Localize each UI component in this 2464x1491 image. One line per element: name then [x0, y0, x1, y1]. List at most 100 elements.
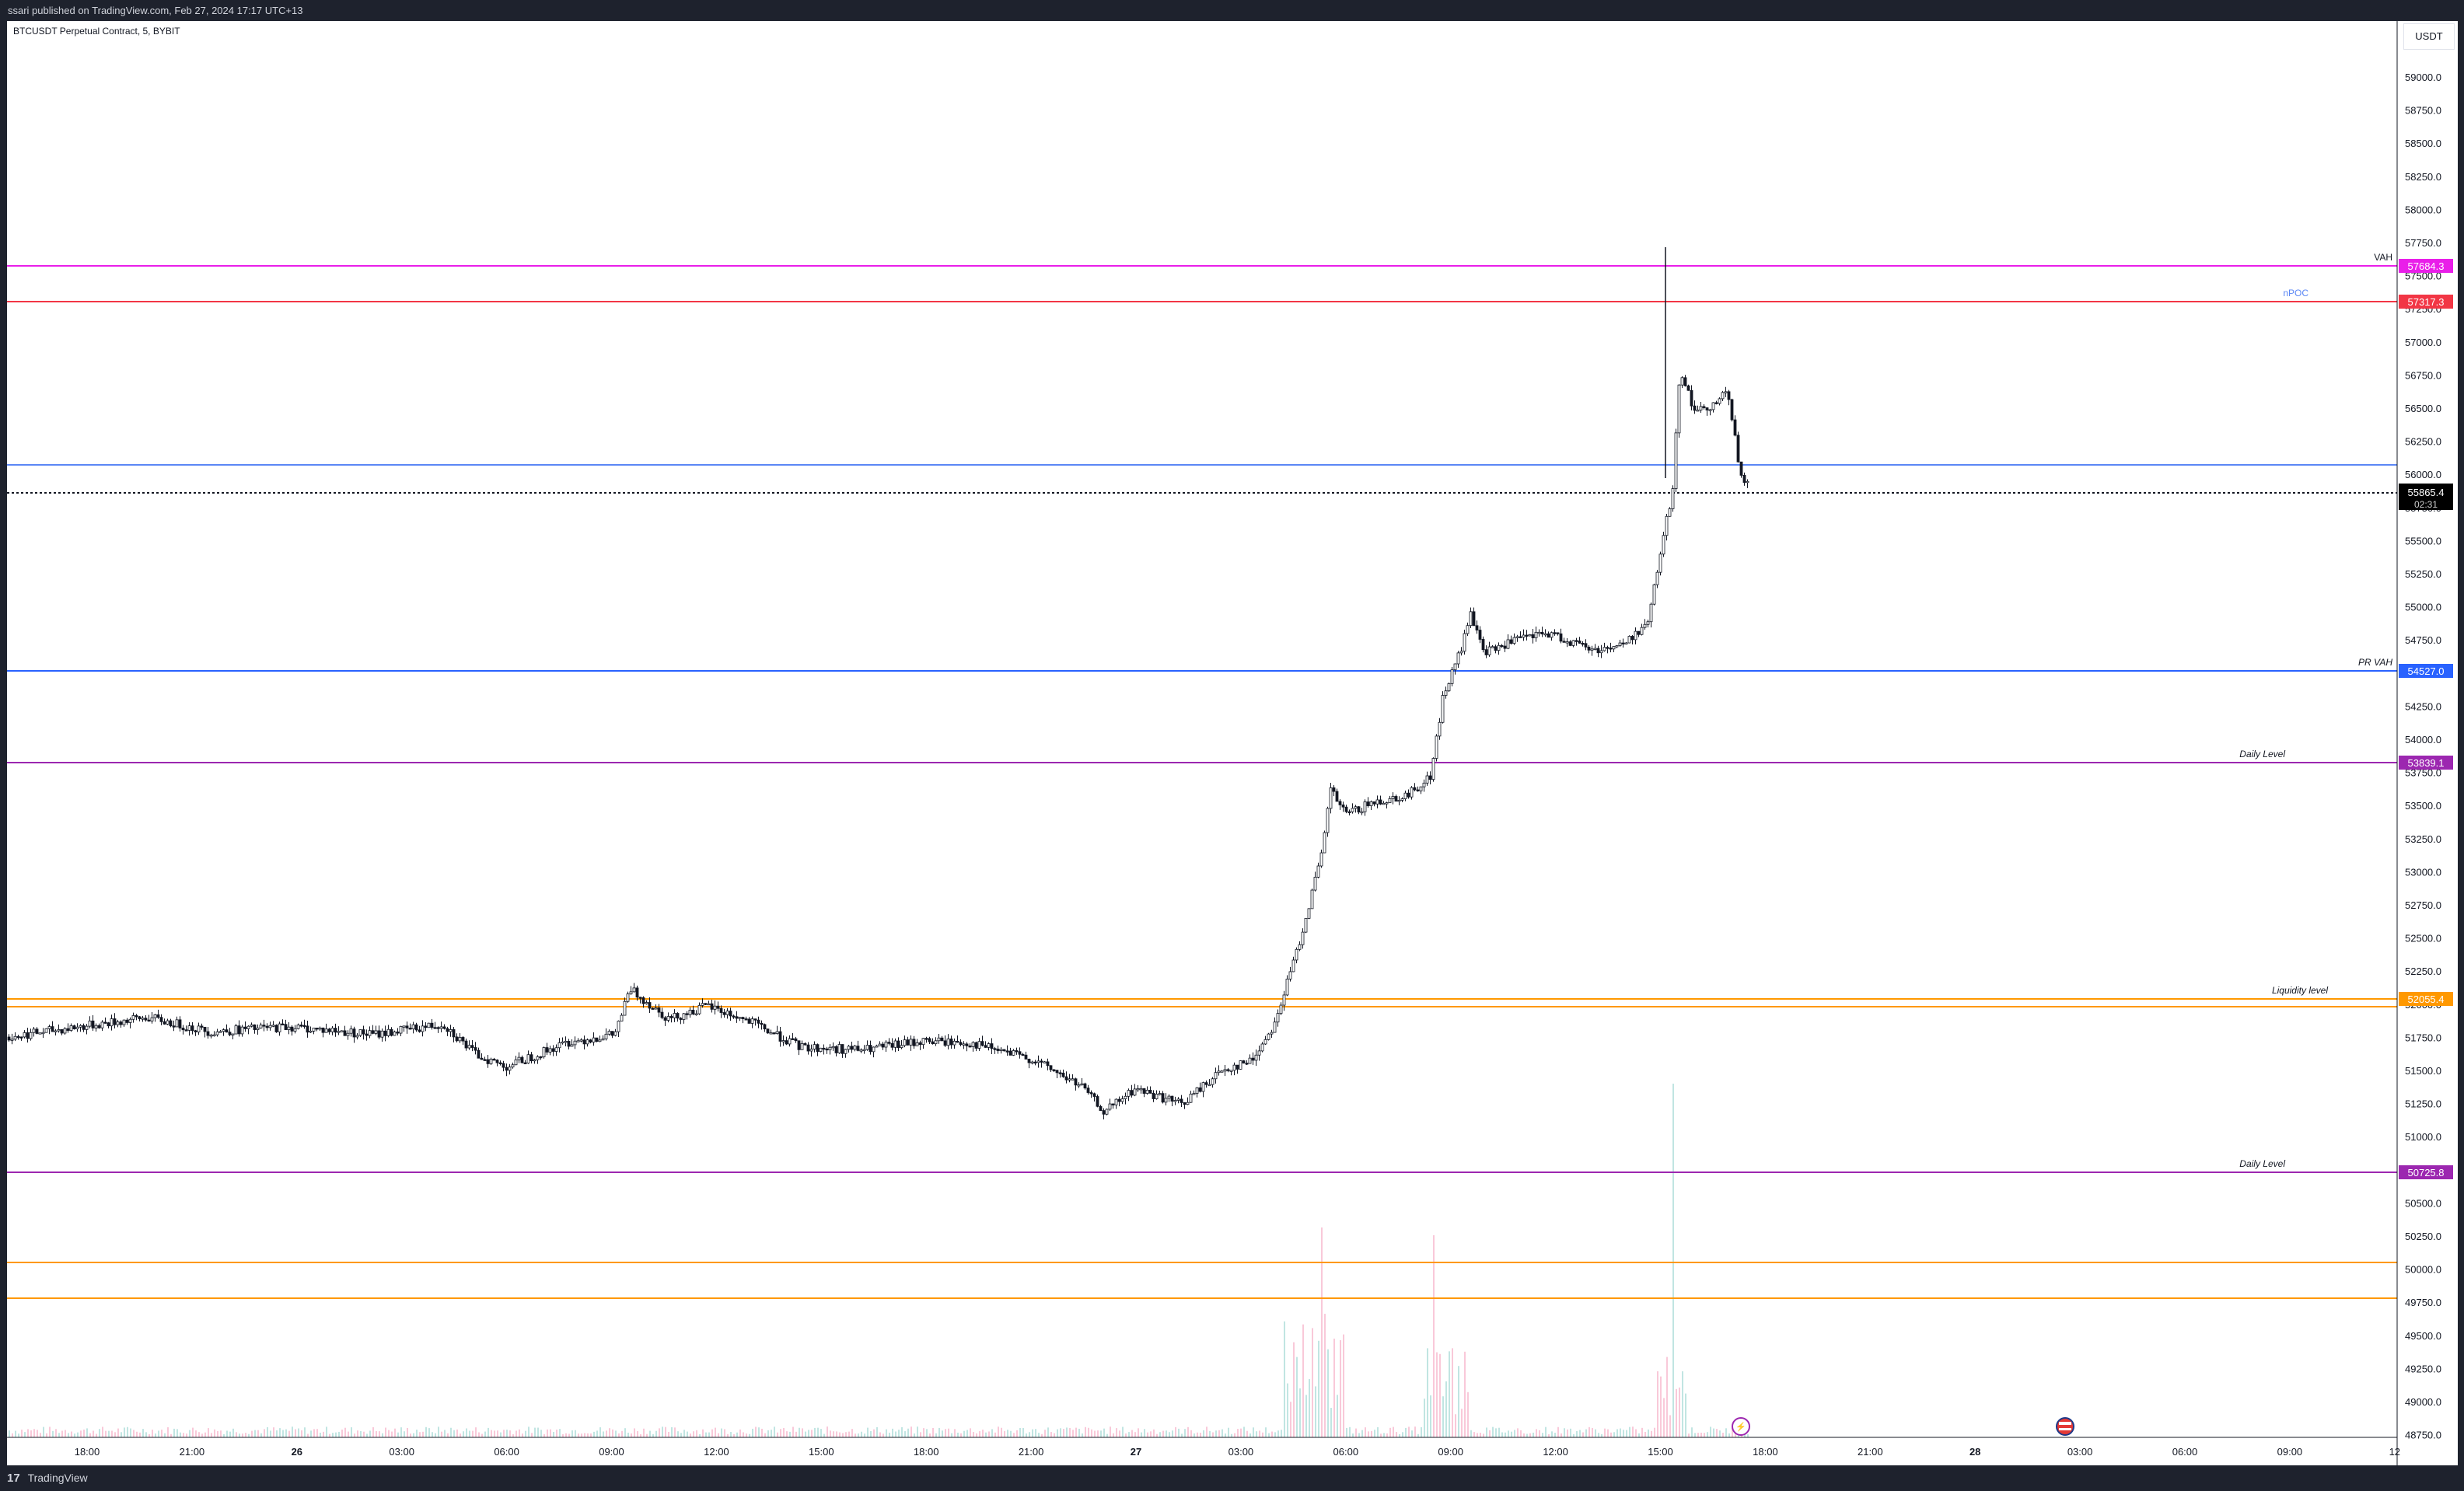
- volume-bar: [108, 1430, 110, 1437]
- candle-body: [788, 1038, 792, 1045]
- candle-body: [424, 1025, 428, 1028]
- volume-bar: [1421, 1426, 1422, 1437]
- candle-body: [480, 1057, 484, 1060]
- volume-bar: [1228, 1427, 1229, 1437]
- price-tag: [2399, 756, 2453, 770]
- candle-body: [1354, 806, 1358, 809]
- time-tick-label: 18:00: [914, 1446, 939, 1458]
- volume-bar: [105, 1430, 107, 1437]
- event-us-flag-icon[interactable]: [2056, 1417, 2074, 1436]
- currency-button[interactable]: USDT: [2403, 23, 2455, 50]
- volume-bar: [637, 1431, 638, 1437]
- volume-bar: [746, 1433, 747, 1437]
- candle-body: [1565, 641, 1569, 644]
- volume-bar: [540, 1430, 542, 1437]
- volume-bar: [89, 1433, 91, 1437]
- candle-body: [676, 1013, 680, 1019]
- volume-bar: [960, 1433, 962, 1437]
- volume-bar: [1638, 1433, 1640, 1437]
- volume-bar: [839, 1432, 841, 1437]
- volume-bar: [624, 1428, 626, 1437]
- brand-name[interactable]: TradingView: [27, 1472, 88, 1484]
- candle-body: [1615, 645, 1619, 648]
- candle-body: [940, 1037, 944, 1042]
- volume-bar: [1337, 1395, 1338, 1437]
- volume-bar: [1473, 1432, 1475, 1437]
- candle-body: [573, 1040, 577, 1046]
- price-tag: [2399, 259, 2453, 273]
- candle-body: [847, 1046, 851, 1050]
- volume-bar: [823, 1433, 825, 1437]
- candle-body: [209, 1034, 213, 1037]
- candle-body: [1058, 1072, 1062, 1074]
- tradingview-logo-icon[interactable]: 17: [7, 1472, 20, 1485]
- volume-bar: [360, 1430, 362, 1437]
- last-price-tag: [2399, 484, 2453, 510]
- event-lightning-icon[interactable]: [1732, 1417, 1750, 1436]
- flag-stripe: [2059, 1422, 2071, 1425]
- volume-bar: [568, 1433, 570, 1437]
- time-tick-label: 18:00: [75, 1446, 100, 1458]
- candle-body: [433, 1027, 437, 1029]
- volume-bar: [631, 1433, 632, 1437]
- price-tick-label: 56000.0: [2405, 469, 2441, 480]
- volume-bar: [1072, 1430, 1074, 1437]
- candle-body: [626, 993, 630, 1002]
- candle-body: [539, 1056, 543, 1059]
- candle-body: [1248, 1057, 1252, 1064]
- candle-body: [825, 1048, 829, 1051]
- candle-body: [915, 1042, 919, 1046]
- volume-bar: [858, 1433, 859, 1437]
- candle-body: [999, 1049, 1003, 1051]
- chart-area[interactable]: VAH 57684.3 nPOC 57317.3 PR VAH 54527.0 Daily …: [7, 21, 2458, 1465]
- candle-body: [620, 1014, 624, 1021]
- candle-body: [1366, 801, 1370, 806]
- candle-body: [1049, 1065, 1053, 1070]
- volume-bar: [313, 1429, 315, 1437]
- candle-body: [517, 1056, 521, 1060]
- volume-bar: [1150, 1431, 1152, 1437]
- volume-bar: [99, 1429, 100, 1437]
- candle-body: [1015, 1050, 1019, 1053]
- candle-body: [921, 1038, 925, 1046]
- candle-body: [446, 1028, 449, 1032]
- candle-body: [641, 997, 645, 1004]
- candle-body: [924, 1038, 928, 1040]
- candle-body: [337, 1031, 341, 1033]
- volume-bar: [1542, 1433, 1543, 1437]
- volume-bar: [15, 1430, 16, 1437]
- candle-body: [1494, 646, 1498, 651]
- candle-body: [1578, 641, 1582, 644]
- volume-bar: [634, 1428, 635, 1437]
- time-tick-label: 21:00: [1858, 1446, 1883, 1458]
- candle-body: [1550, 632, 1554, 638]
- candle-body: [1313, 876, 1317, 891]
- volume-bar: [1405, 1427, 1407, 1437]
- candle-body: [1338, 801, 1342, 805]
- volume-bar: [789, 1431, 791, 1437]
- candle-body: [669, 1016, 673, 1018]
- volume-bar: [799, 1427, 800, 1437]
- volume-bar: [1169, 1432, 1170, 1437]
- candle-body: [1008, 1050, 1012, 1056]
- candle-body: [57, 1029, 61, 1032]
- volume-bar: [189, 1430, 190, 1437]
- volume-bar: [1417, 1433, 1419, 1437]
- volume-bar: [1477, 1433, 1478, 1437]
- price-tick-label: 56500.0: [2405, 403, 2441, 414]
- volume-bar: [211, 1433, 212, 1437]
- candle-body: [1341, 804, 1345, 808]
- chart-canvas[interactable]: VAH 57684.3 nPOC 57317.3 PR VAH 54527.0 Daily …: [7, 21, 2458, 1465]
- candle-body: [268, 1025, 272, 1028]
- symbol-title[interactable]: BTCUSDT Perpetual Contract, 5, BYBIT: [13, 26, 180, 37]
- candle-body: [1046, 1061, 1050, 1067]
- volume-bar: [963, 1430, 965, 1437]
- candle-body: [850, 1046, 854, 1050]
- volume-bar: [220, 1430, 222, 1437]
- volume-bar: [242, 1433, 243, 1437]
- volume-bar: [752, 1428, 753, 1437]
- volume-bar: [1312, 1328, 1313, 1437]
- volume-bar: [279, 1428, 281, 1437]
- volume-bar: [543, 1433, 545, 1437]
- volume-bar: [808, 1430, 809, 1437]
